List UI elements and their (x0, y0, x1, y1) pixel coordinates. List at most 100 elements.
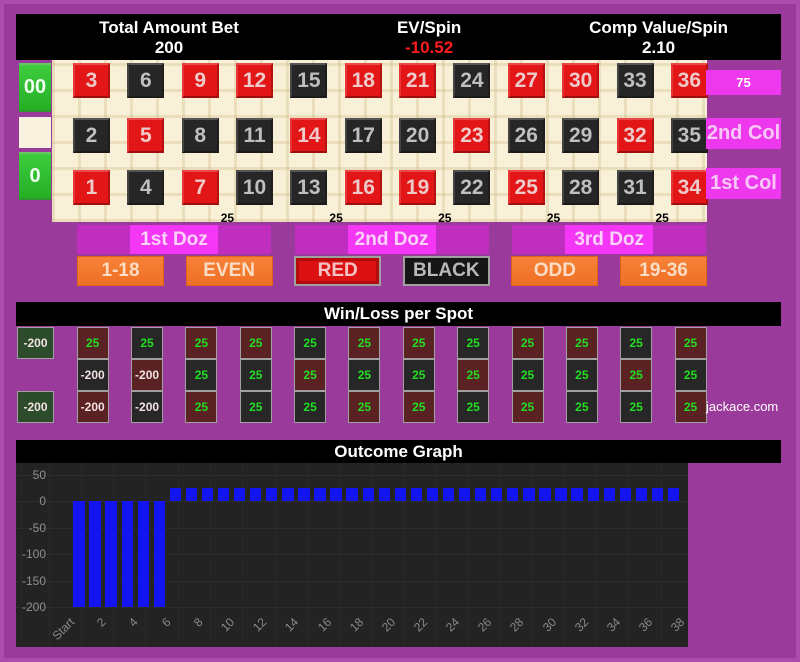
six-line-bet-chip[interactable]: 25 (655, 211, 669, 225)
table-cell-30[interactable]: 30 (562, 63, 600, 98)
chart-bar (523, 487, 535, 501)
table-cell-11[interactable]: 11 (236, 118, 274, 153)
table-cell-0[interactable]: 0 (19, 152, 51, 200)
six-line-bet-chip[interactable]: 25 (329, 211, 343, 225)
outside-bet-1-18[interactable]: 1-18 (77, 256, 164, 286)
chart-ytick-label: -150 (21, 573, 46, 588)
table-cell-17[interactable]: 17 (344, 118, 382, 153)
table-cell-34[interactable]: 34 (670, 170, 708, 205)
table-cell-24[interactable]: 24 (453, 63, 491, 98)
table-cell-13[interactable]: 13 (290, 170, 328, 205)
table-cell-00[interactable]: 00 (19, 63, 51, 112)
chart-gridline (16, 501, 688, 502)
six-line-bet-chip[interactable]: 25 (438, 211, 452, 225)
six-line-bet-chip[interactable]: 25 (546, 211, 561, 225)
chart-bar (491, 487, 503, 501)
chart-xtick-label: 14 (282, 615, 302, 635)
table-cell-14[interactable]: 14 (290, 118, 328, 153)
table-cell-18[interactable]: 18 (344, 63, 382, 98)
table-cell-36[interactable]: 36 (670, 63, 708, 98)
chart-xtick-label: 2 (94, 615, 109, 630)
table-cell-8[interactable]: 8 (181, 118, 219, 153)
table-cell-1[interactable]: 1 (73, 170, 110, 205)
first-col-button[interactable]: 1st Col (706, 168, 781, 199)
chart-xtick-label: 24 (443, 615, 463, 635)
winloss-cell: 25 (348, 327, 381, 359)
outside-bet-red[interactable]: RED (294, 256, 382, 286)
winloss-cell: 25 (294, 327, 327, 359)
chart-bar (234, 487, 246, 501)
table-cell-15[interactable]: 15 (290, 63, 328, 98)
winloss-cell: 25 (620, 359, 653, 391)
watermark: jackace.com (706, 399, 779, 414)
table-cell-33[interactable]: 33 (616, 63, 654, 98)
chart-xtick-label: 12 (250, 615, 270, 635)
chart-xtick-label: 20 (378, 615, 399, 635)
table-cell-16[interactable]: 16 (344, 170, 382, 205)
dozen-bet-label: 2nd Doz (347, 225, 436, 254)
table-cell-7[interactable]: 7 (181, 170, 219, 205)
outside-bet-odd[interactable]: ODD (511, 256, 599, 286)
chart-bar (635, 487, 648, 501)
table-cell-9[interactable]: 9 (181, 63, 219, 98)
chart-bar (282, 487, 294, 501)
six-line-bet-chip[interactable]: 25 (220, 211, 235, 225)
table-cell-25[interactable]: 25 (507, 170, 545, 205)
winloss-cell: 25 (457, 391, 490, 423)
chart-bar (410, 487, 423, 501)
chart-bar (346, 487, 358, 501)
table-cell-29[interactable]: 29 (562, 118, 600, 153)
table-cell-20[interactable]: 20 (399, 118, 437, 153)
winloss-cell: 25 (294, 391, 327, 423)
table-cell-28[interactable]: 28 (562, 170, 600, 205)
dozen-bet-3[interactable]: 3rd Doz (512, 225, 707, 254)
chart-bar (73, 501, 85, 607)
chart-bar (458, 487, 471, 501)
winloss-cell: 25 (239, 327, 272, 359)
table-cell-19[interactable]: 19 (399, 170, 437, 205)
chart-bar (137, 501, 149, 607)
table-cell-26[interactable]: 26 (507, 118, 545, 153)
winloss-cell: 25 (348, 391, 381, 423)
winloss-cell: 25 (402, 359, 435, 391)
table-cell-2[interactable]: 2 (73, 118, 110, 153)
table-cell-10[interactable]: 10 (236, 170, 274, 205)
table-cell-35[interactable]: 35 (670, 118, 708, 153)
winloss-cell: -200 (76, 359, 109, 391)
chart-xtick-label: 28 (507, 615, 527, 635)
table-cell-31[interactable]: 31 (616, 170, 654, 205)
winloss-cell: 25 (457, 327, 490, 359)
chart-bar (394, 487, 406, 501)
chart-bar (314, 487, 326, 501)
dozen-bet-1[interactable]: 1st Doz (77, 225, 271, 254)
chart-bar (169, 487, 182, 501)
winloss-cell: 25 (185, 391, 218, 423)
table-cell-12[interactable]: 12 (236, 63, 274, 98)
second-col-button[interactable]: 2nd Col (706, 118, 781, 149)
table-cell-27[interactable]: 27 (507, 63, 545, 98)
table-cell-5[interactable]: 5 (127, 118, 165, 153)
table-cell-21[interactable]: 21 (399, 63, 437, 98)
chart-bar (667, 487, 680, 501)
side-bet-75-button[interactable]: 75 (706, 70, 781, 95)
stats-bar: Total Amount Bet 200 EV/Spin -10.52 Comp Val… (16, 14, 781, 60)
winloss-header: Win/Loss per Spot (16, 302, 781, 326)
winloss-zero-cell: -200 (17, 391, 54, 423)
outside-bet-19-36[interactable]: 19-36 (620, 256, 708, 286)
winloss-cell: 25 (565, 391, 598, 423)
table-cell-6[interactable]: 6 (127, 63, 165, 98)
chart-bar (217, 487, 230, 501)
table-cell-3[interactable]: 3 (73, 63, 110, 98)
winloss-cell: 25 (565, 359, 598, 391)
dozen-bet-2[interactable]: 2nd Doz (294, 225, 489, 254)
outside-bet-black[interactable]: BLACK (402, 256, 490, 286)
table-cell-4[interactable]: 4 (127, 170, 165, 205)
table-cell-32[interactable]: 32 (616, 118, 654, 153)
table-cell-22[interactable]: 22 (453, 170, 491, 205)
chart-gridline (16, 607, 688, 608)
table-cell-23[interactable]: 23 (453, 118, 491, 153)
chart-bar (587, 487, 599, 501)
winloss-cell: 25 (674, 359, 707, 391)
outside-bet-even[interactable]: EVEN (185, 256, 273, 286)
